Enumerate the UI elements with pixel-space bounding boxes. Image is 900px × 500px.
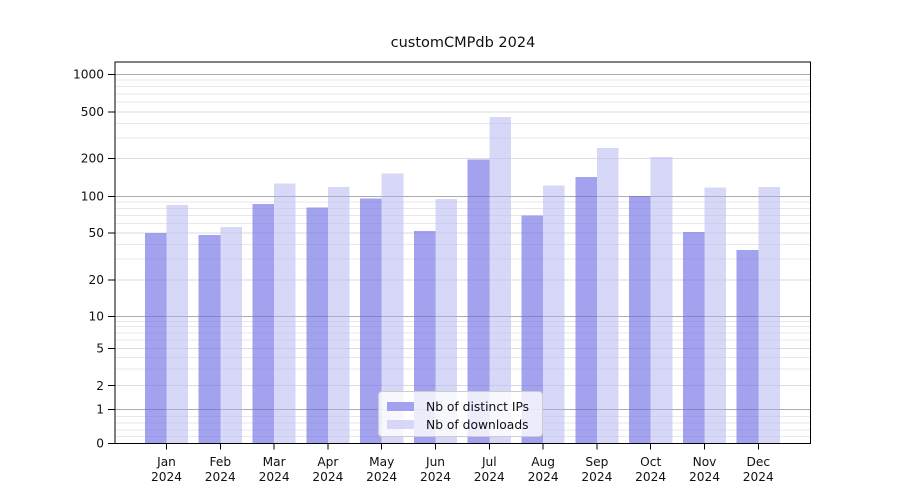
bar-aug-downloads bbox=[543, 185, 565, 444]
x-tick-label-sep: Sep 2024 bbox=[581, 455, 612, 484]
y-tick-label: 0 bbox=[96, 437, 104, 451]
bar-feb-downloads bbox=[220, 227, 242, 444]
plot-border bbox=[114, 61, 811, 444]
legend-item-downloads: Nb of downloads bbox=[379, 416, 542, 433]
bar-jan-downloads bbox=[166, 205, 189, 444]
bar-apr-distinct-ips bbox=[306, 207, 328, 444]
x-tick-label-jul: Jul 2024 bbox=[474, 455, 505, 484]
bar-jun-downloads bbox=[435, 199, 458, 444]
y-tick-label: 10 bbox=[88, 310, 104, 324]
chart-title: customCMPdb 2024 bbox=[390, 35, 536, 51]
bar-dec-downloads bbox=[758, 186, 780, 444]
bar-jul-downloads bbox=[489, 116, 511, 444]
legend-item-distinct-ips: Nb of distinct IPs bbox=[379, 398, 542, 415]
x-tick-label-jun: Jun 2024 bbox=[420, 455, 451, 484]
bar-apr-downloads bbox=[327, 186, 350, 444]
bar-oct-distinct-ips bbox=[629, 195, 651, 444]
bar-nov-distinct-ips bbox=[682, 231, 705, 444]
x-tick-label-may: May 2024 bbox=[366, 455, 397, 484]
bar-jun-distinct-ips bbox=[413, 230, 436, 444]
legend-label-distinct-ips: Nb of distinct IPs bbox=[426, 399, 530, 414]
bar-jul-distinct-ips bbox=[467, 159, 490, 444]
x-tick-label-aug: Aug 2024 bbox=[528, 455, 559, 484]
x-tick-label-jan: Jan 2024 bbox=[151, 455, 182, 484]
bar-may-downloads bbox=[381, 173, 404, 444]
x-tick-label-nov: Nov 2024 bbox=[689, 455, 720, 484]
bar-nov-downloads bbox=[704, 187, 727, 444]
y-tick-label: 2 bbox=[96, 379, 104, 393]
legend-swatch-downloads bbox=[387, 420, 414, 429]
bar-sep-distinct-ips bbox=[575, 176, 597, 444]
x-tick-label-apr: Apr 2024 bbox=[312, 455, 343, 484]
bar-oct-downloads bbox=[650, 157, 673, 444]
y-tick-label: 50 bbox=[88, 226, 104, 240]
y-tick-label: 100 bbox=[81, 190, 104, 204]
bar-feb-distinct-ips bbox=[198, 235, 221, 444]
legend-swatch-distinct-ips bbox=[387, 402, 414, 411]
x-tick-label-mar: Mar 2024 bbox=[259, 455, 290, 484]
bar-mar-distinct-ips bbox=[252, 203, 275, 444]
y-tick-label: 20 bbox=[88, 273, 104, 287]
x-tick-label-dec: Dec 2024 bbox=[743, 455, 774, 484]
legend: Nb of distinct IPs Nb of downloads bbox=[378, 391, 543, 437]
bar-sep-downloads bbox=[596, 147, 619, 444]
x-tick-label-feb: Feb 2024 bbox=[205, 455, 236, 484]
bar-mar-downloads bbox=[274, 183, 296, 444]
legend-label-downloads: Nb of downloads bbox=[426, 417, 529, 432]
bar-aug-distinct-ips bbox=[521, 215, 544, 444]
y-tick-label: 500 bbox=[81, 105, 104, 119]
x-tick-label-oct: Oct 2024 bbox=[635, 455, 666, 484]
bar-dec-distinct-ips bbox=[736, 249, 759, 444]
y-tick-label: 5 bbox=[96, 342, 104, 356]
y-tick-label: 200 bbox=[81, 152, 104, 166]
bar-may-distinct-ips bbox=[360, 198, 382, 444]
y-tick-label: 1 bbox=[96, 403, 104, 417]
y-tick-label: 1000 bbox=[73, 68, 104, 82]
bar-jan-distinct-ips bbox=[144, 233, 167, 444]
